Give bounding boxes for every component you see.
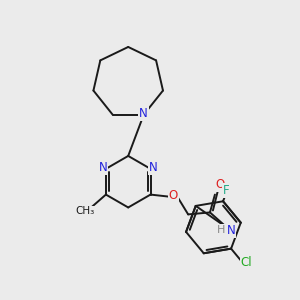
Text: Cl: Cl bbox=[241, 256, 252, 269]
Text: CH₃: CH₃ bbox=[76, 206, 95, 216]
Text: N: N bbox=[226, 224, 235, 237]
Text: H: H bbox=[217, 225, 225, 235]
Text: F: F bbox=[223, 184, 230, 197]
Text: O: O bbox=[215, 178, 224, 191]
Text: N: N bbox=[139, 107, 148, 120]
Text: O: O bbox=[169, 189, 178, 202]
Text: N: N bbox=[149, 161, 158, 174]
Text: N: N bbox=[98, 161, 107, 174]
